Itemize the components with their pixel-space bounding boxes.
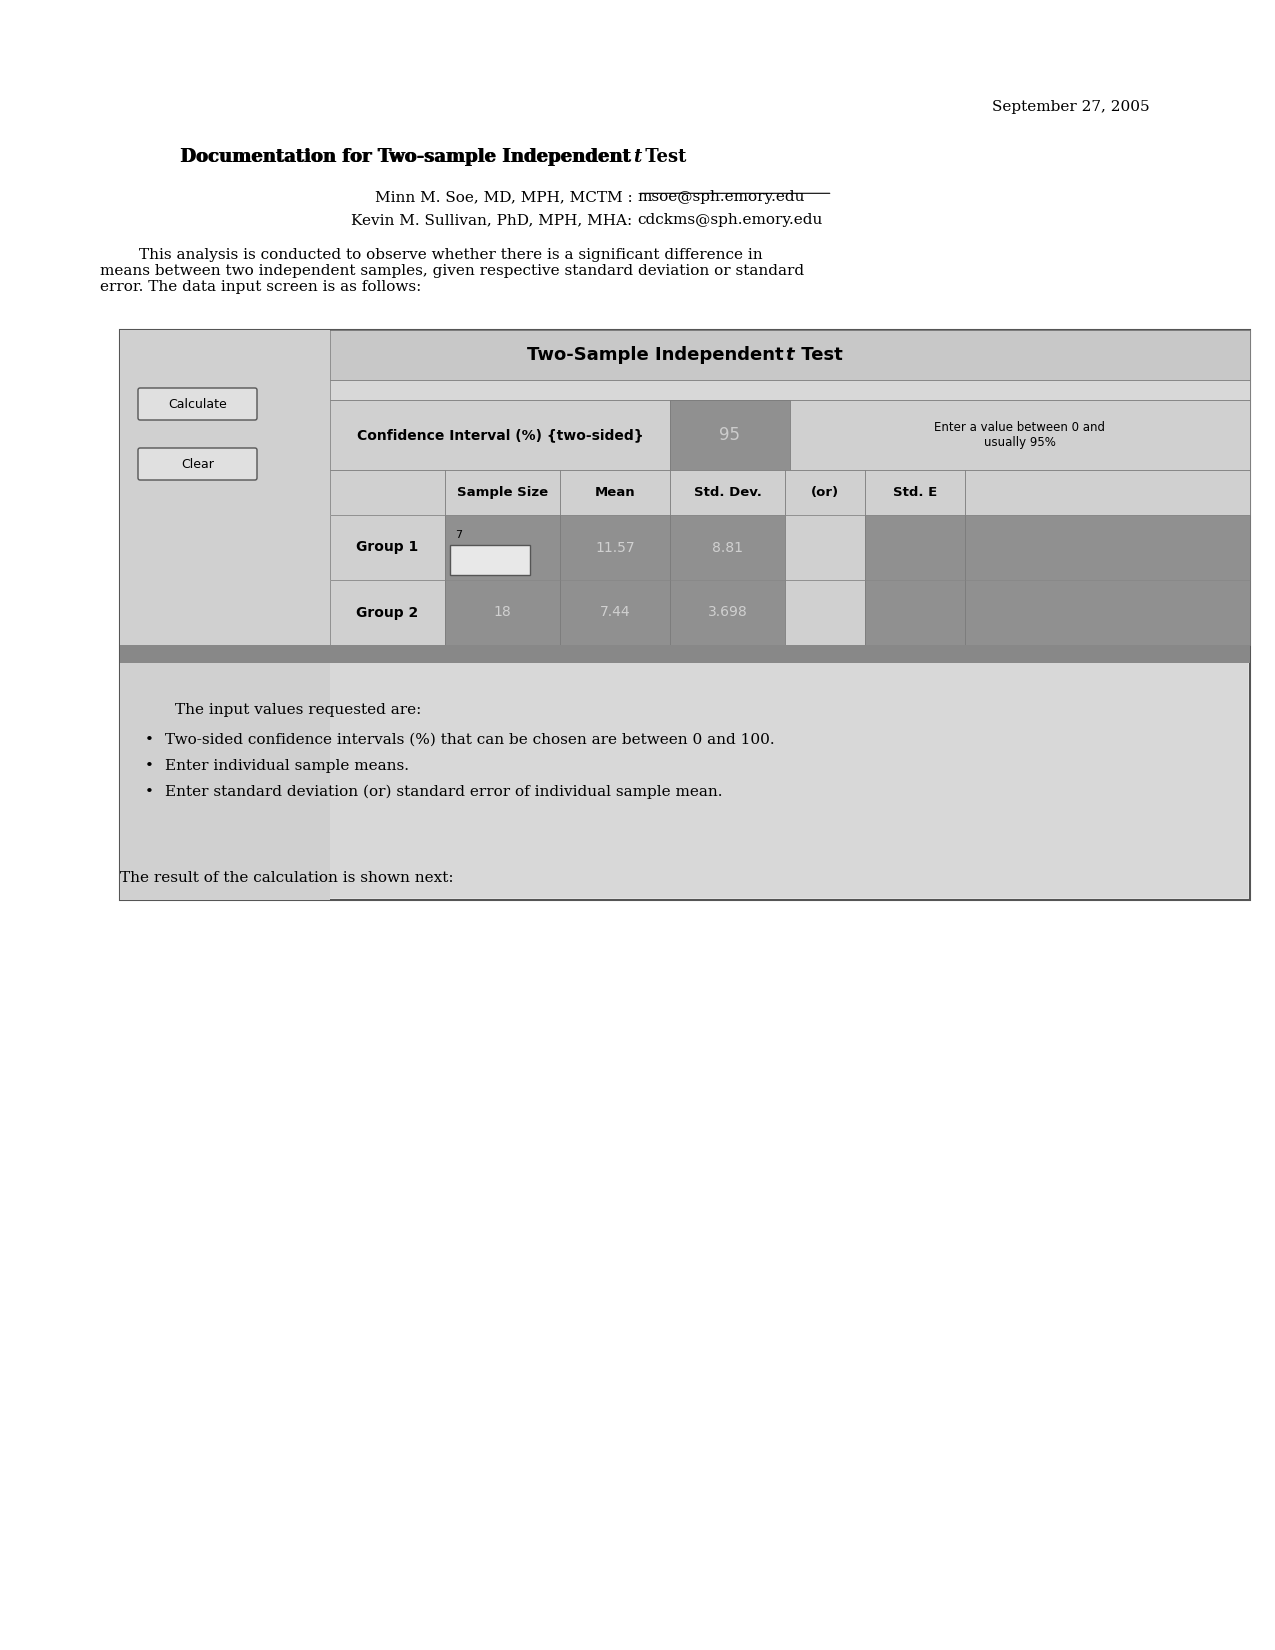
Text: This analysis is conducted to observe whether there is a significant difference : This analysis is conducted to observe wh… — [99, 248, 805, 294]
Bar — [330, 515, 445, 581]
Bar — [330, 470, 445, 515]
Text: 7: 7 — [455, 530, 462, 540]
Bar — [120, 645, 1250, 663]
Text: •: • — [145, 733, 154, 747]
Text: 3.698: 3.698 — [708, 606, 747, 619]
Text: 8.81: 8.81 — [711, 541, 743, 554]
Text: Confidence Interval (%) {two-sided}: Confidence Interval (%) {two-sided} — [357, 427, 644, 442]
Text: Std. E: Std. E — [892, 487, 937, 498]
Text: Clear: Clear — [181, 457, 214, 470]
Text: Std. Dev.: Std. Dev. — [694, 487, 761, 498]
Bar — [560, 470, 669, 515]
Bar — [669, 399, 790, 470]
Bar — [330, 581, 445, 645]
Text: cdckms@sph.emory.edu: cdckms@sph.emory.edu — [638, 213, 822, 228]
Bar — [785, 581, 864, 645]
Text: msoe@sph.emory.edu: msoe@sph.emory.edu — [638, 190, 805, 205]
Bar — [669, 515, 785, 581]
Text: Documentation for Two-sample Independent: Documentation for Two-sample Independent — [180, 148, 638, 167]
Bar — [330, 581, 1250, 645]
Bar — [864, 470, 965, 515]
Text: Two-sided confidence intervals (%) that can be chosen are between 0 and 100.: Two-sided confidence intervals (%) that … — [164, 733, 775, 747]
Text: Test: Test — [639, 148, 687, 167]
Text: Enter standard deviation (or) standard error of individual sample mean.: Enter standard deviation (or) standard e… — [164, 785, 723, 799]
Text: Kevin M. Sullivan, PhD, MPH, MHA:: Kevin M. Sullivan, PhD, MPH, MHA: — [352, 213, 638, 228]
Text: •: • — [145, 785, 154, 799]
Bar — [785, 470, 864, 515]
Text: Two-Sample Independent: Two-Sample Independent — [527, 346, 790, 365]
Bar — [965, 515, 1250, 581]
Bar — [330, 515, 1250, 581]
Text: 18: 18 — [493, 606, 511, 619]
Text: (or): (or) — [811, 487, 839, 498]
Text: Enter individual sample means.: Enter individual sample means. — [164, 759, 409, 772]
Bar — [120, 330, 330, 899]
Text: Documentation for Two-sample Independent: Documentation for Two-sample Independent — [180, 148, 638, 167]
Bar — [965, 581, 1250, 645]
Text: Mean: Mean — [594, 487, 635, 498]
Text: Documentation for Two-sample Independent: Documentation for Two-sample Independent — [181, 148, 638, 167]
Text: t: t — [785, 346, 794, 365]
Text: Test: Test — [796, 346, 843, 365]
Bar — [864, 581, 965, 645]
Bar — [965, 470, 1250, 515]
Text: •: • — [145, 759, 154, 772]
Text: 95: 95 — [719, 426, 741, 444]
Text: Sample Size: Sample Size — [456, 487, 548, 498]
Bar — [790, 399, 1250, 470]
Bar — [330, 380, 1250, 399]
Text: Minn M. Soe, MD, MPH, MCTM :: Minn M. Soe, MD, MPH, MCTM : — [375, 190, 638, 205]
Bar — [122, 332, 1248, 898]
Bar — [120, 330, 1250, 899]
FancyBboxPatch shape — [138, 388, 258, 421]
Bar — [560, 515, 669, 581]
Text: The result of the calculation is shown next:: The result of the calculation is shown n… — [120, 871, 454, 884]
Bar — [669, 470, 785, 515]
Text: 11.57: 11.57 — [595, 541, 635, 554]
Bar — [445, 515, 560, 581]
FancyBboxPatch shape — [138, 449, 258, 480]
Bar — [445, 470, 560, 515]
Text: September 27, 2005: September 27, 2005 — [992, 101, 1150, 114]
Bar — [330, 399, 669, 470]
Text: Group 2: Group 2 — [357, 606, 418, 619]
Text: The input values requested are:: The input values requested are: — [175, 703, 421, 718]
Bar — [785, 515, 864, 581]
Bar — [330, 330, 1250, 380]
Text: Calculate: Calculate — [168, 398, 227, 411]
Text: 7.44: 7.44 — [599, 606, 630, 619]
Bar — [864, 515, 965, 581]
Bar — [669, 581, 785, 645]
Bar — [560, 581, 669, 645]
Text: Group 1: Group 1 — [357, 541, 418, 554]
Bar — [445, 581, 560, 645]
Bar — [450, 544, 530, 574]
Text: t: t — [634, 148, 641, 167]
Text: Enter a value between 0 and
usually 95%: Enter a value between 0 and usually 95% — [935, 421, 1105, 449]
